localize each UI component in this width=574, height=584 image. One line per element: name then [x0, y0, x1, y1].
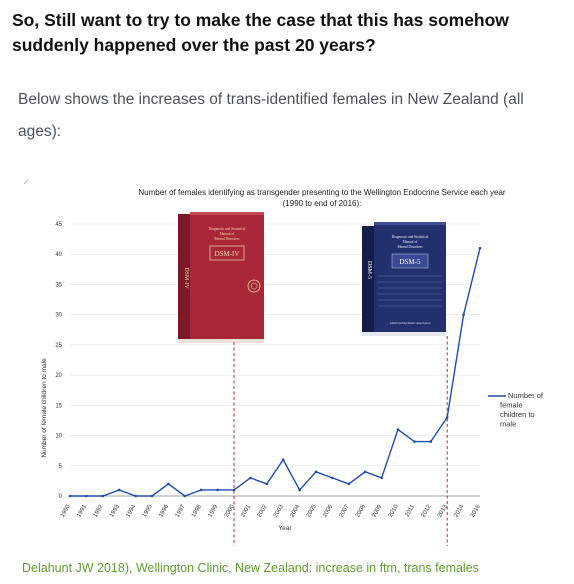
x-tick-label: 1995: [142, 503, 154, 518]
dsm5-cover-title: DSM-5: [399, 258, 421, 266]
data-point: [281, 458, 285, 462]
y-tick-label: 45: [55, 222, 62, 228]
y-tick-label: 5: [59, 464, 63, 470]
legend-label-line: male: [500, 420, 516, 429]
data-point: [347, 482, 351, 486]
dsm-iv-book-image: DSM-IV Diagnostic and Statistical Manual…: [178, 212, 264, 343]
x-tick-label: 2006: [322, 503, 334, 518]
chart-title-line1: Number of females identifying as transge…: [138, 188, 506, 197]
x-tick-label: 2011: [404, 503, 416, 518]
data-point: [150, 494, 154, 498]
x-tick-label: 2002: [257, 503, 269, 518]
x-tick-label: 2010: [388, 503, 400, 518]
x-tick-labels: 1990 1991 1992 1993 1994 1995 1996 1997 1998 1999…: [60, 503, 482, 518]
x-tick-label: 1994: [125, 503, 137, 518]
data-point: [380, 476, 383, 480]
x-tick-label: 2004: [289, 503, 301, 518]
x-tick-label: 2009: [371, 503, 383, 518]
y-tick-label: 0: [59, 494, 63, 500]
dsm5-pattern: [378, 275, 442, 307]
y-tick-label: 40: [55, 252, 62, 258]
data-point: [183, 494, 187, 498]
dsm5-spine-text: DSM-5: [366, 261, 372, 279]
series-line: [70, 248, 481, 497]
y-axis-label: Number of female children to male: [41, 358, 48, 458]
x-tick-label: 1999: [207, 503, 219, 518]
y-tick-label: 15: [55, 403, 62, 409]
dsm4-cover-line3: Mental Disorders: [214, 237, 240, 241]
data-point: [134, 494, 137, 498]
x-tick-label: 1998: [191, 503, 203, 518]
data-point: [85, 494, 88, 498]
chart-container: Number of females identifying as transge…: [22, 178, 562, 546]
x-tick-label: 1993: [109, 503, 121, 518]
legend-label: Number of female children to male: [500, 391, 544, 429]
data-point: [413, 440, 416, 443]
data-point: [199, 488, 203, 492]
data-point: [68, 494, 72, 498]
x-tick-label: 1992: [93, 503, 105, 518]
dsm4-cover-line1: Diagnostic and Statistical: [209, 227, 246, 231]
dsm4-seal: [247, 279, 261, 293]
corner-mark: [23, 179, 29, 185]
x-tick-label: 2016: [470, 503, 482, 518]
dsm-release-markers: [233, 336, 448, 546]
subtitle: Below shows the increases of trans-ident…: [18, 91, 524, 140]
data-point: [429, 440, 433, 443]
dsm-5-book-image: DSM-5 Diagnostic and Statistical Manual …: [362, 222, 446, 336]
x-tick-label: 2008: [355, 503, 367, 518]
headline: So, Still want to try to make the case t…: [12, 10, 509, 55]
x-tick-label: 2012: [421, 503, 433, 518]
data-point: [232, 488, 236, 492]
data-point: [478, 246, 482, 250]
data-point: [363, 470, 367, 474]
chart-svg: Number of females identifying as transge…: [23, 179, 544, 546]
gridlines: [70, 223, 480, 467]
dsm4-spine-text: DSM-IV: [183, 267, 189, 289]
dsm5-cover-line2: Manual of: [403, 240, 419, 244]
data-point: [265, 482, 269, 486]
x-tick-label: 1996: [158, 503, 170, 518]
data-point: [445, 416, 449, 419]
x-tick-label: 2013: [437, 503, 449, 518]
data-point: [314, 470, 318, 474]
source-caption: Delahunt JW 2018), Wellington Clinic, Ne…: [22, 561, 479, 575]
dsm5-publisher: American Psychiatric Association: [390, 321, 431, 325]
data-point: [396, 428, 400, 431]
data-point: [167, 482, 170, 486]
x-tick-label: 2000: [224, 503, 236, 518]
y-tick-label: 10: [55, 434, 62, 440]
dsm4-cover-line2: Manual of: [220, 232, 236, 236]
x-tick-label: 2005: [306, 503, 318, 518]
legend-label-line: female: [500, 401, 523, 410]
data-point: [101, 494, 105, 498]
x-tick-label: 2007: [339, 503, 351, 518]
data-point: [249, 476, 252, 480]
legend-label-line: children to: [500, 410, 535, 419]
data-point: [298, 488, 301, 492]
data-point: [117, 488, 121, 492]
x-tick-label: 2001: [240, 503, 252, 518]
dsm4-cover-title: DSM-IV: [215, 250, 240, 258]
y-tick-label: 30: [55, 313, 62, 319]
x-tick-label: 2003: [273, 503, 285, 518]
x-tick-label: 2014: [453, 503, 465, 518]
x-axis-label: Year: [278, 525, 292, 532]
series-points: [68, 246, 482, 498]
dsm5-cover-line3: Mental Disorders: [397, 245, 423, 249]
x-tick-label: 1990: [60, 503, 72, 518]
chart-title-line2: (1990 to end of 2016):: [283, 199, 362, 208]
x-tick-label: 1997: [175, 503, 187, 518]
data-point: [216, 488, 219, 492]
y-tick-label: 35: [55, 282, 62, 288]
data-point: [331, 476, 334, 480]
y-tick-labels: 0 5 10 15 20 25 30 35 40 45: [55, 222, 62, 500]
y-tick-label: 20: [55, 373, 62, 379]
dsm5-cover-line1: Diagnostic and Statistical: [392, 235, 429, 239]
data-point: [462, 313, 465, 316]
legend-label-line: Number of: [508, 391, 544, 400]
y-tick-label: 25: [55, 343, 62, 349]
x-tick-label: 1991: [76, 503, 88, 518]
